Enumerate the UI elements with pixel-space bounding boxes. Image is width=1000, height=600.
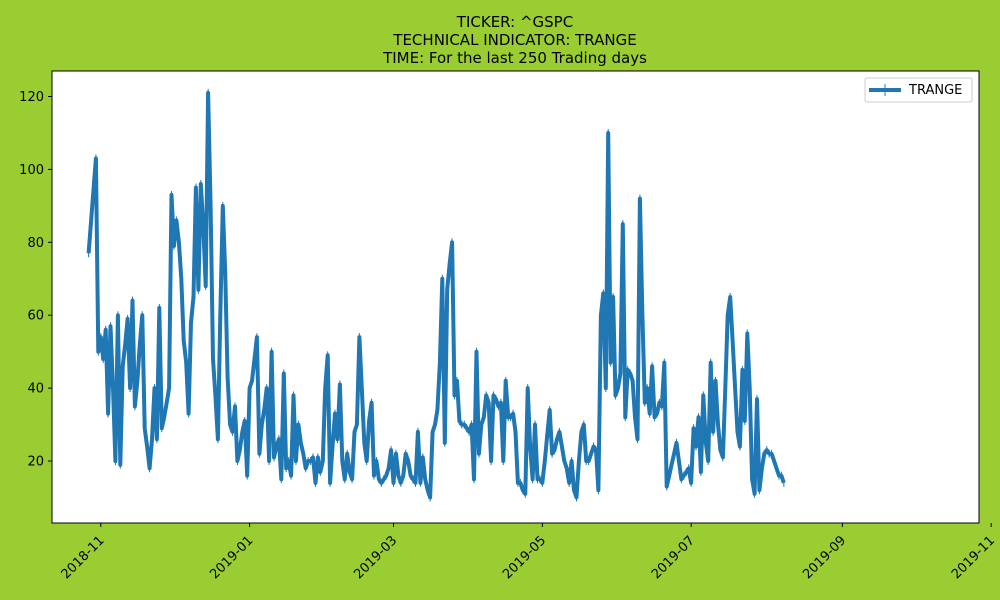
y-tick-label: 40 [27,382,44,397]
y-tick-label: 100 [19,163,44,178]
plot-frame [51,70,980,524]
y-axis-ticks: 20 40 60 80 100 120 [19,90,52,470]
legend-label: TRANGE [908,83,962,98]
legend: TRANGE [864,77,973,103]
trange-series-points [88,88,785,502]
y-tick-label: 120 [19,90,44,105]
chart-title-line-2: TECHNICAL INDICATOR: TRANGE [392,31,636,49]
chart-title-line-3: TIME: For the last 250 Trading days [382,49,647,67]
y-tick-label: 20 [27,455,44,470]
legend-box [864,77,973,103]
y-tick-label: 60 [27,309,44,324]
y-tick-label: 80 [27,236,44,251]
chart-title-line-1: TICKER: ^GSPC [456,13,573,31]
